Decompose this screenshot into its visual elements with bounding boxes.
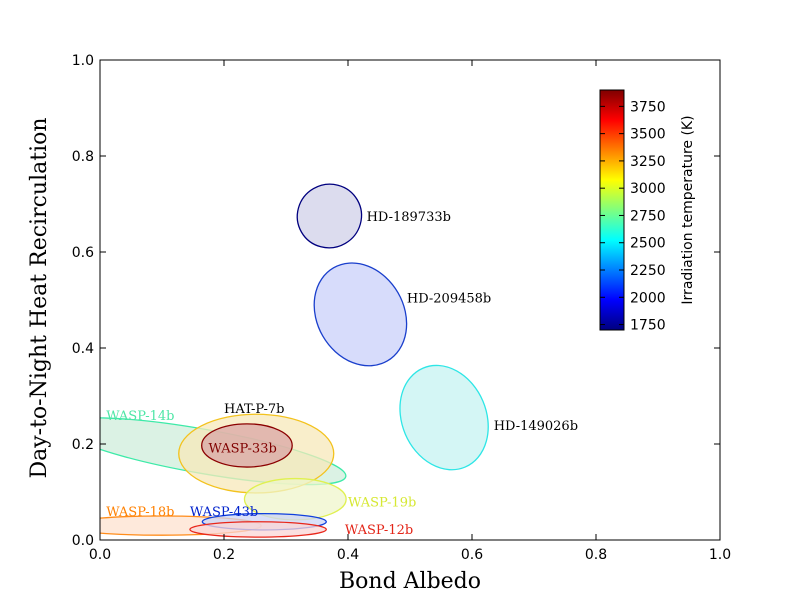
colorbar-ticks: 1750 2000 2250 2500 2750 3000 3250 3500 3750 — [600, 99, 666, 334]
colorbar-tick-label: 2000 — [630, 290, 666, 306]
colorbar-tick-label: 2500 — [630, 236, 666, 252]
y-tick-label: 0.2 — [72, 437, 94, 453]
label-wasp-19b: WASP-19b — [348, 496, 416, 511]
label-hd-189733b: HD-189733b — [367, 210, 451, 225]
x-tick-label: 0.6 — [461, 547, 483, 563]
label-wasp-18b: WASP-18b — [106, 505, 174, 520]
colorbar-tick-label: 3750 — [630, 99, 666, 115]
y-tick-label: 0.0 — [72, 533, 94, 549]
y-tick-label: 0.4 — [72, 341, 94, 357]
ellipse-hd-149026b — [399, 364, 489, 471]
ellipse-wasp-33b — [201, 423, 293, 468]
label-hd-209458b: HD-209458b — [407, 292, 491, 307]
colorbar: 1750 2000 2250 2500 2750 3000 3250 3500 3750 Irr… — [599, 89, 696, 334]
ellipse-hd-209458b — [313, 262, 408, 367]
uncertainty-ellipses — [100, 183, 489, 538]
colorbar-tick-label: 3250 — [630, 154, 666, 170]
colorbar-tick-label: 3000 — [630, 181, 666, 197]
label-hat-p-7b: HAT-P-7b — [224, 402, 284, 417]
plot-frame — [99, 59, 721, 541]
label-wasp-14b: WASP-14b — [106, 409, 174, 424]
x-tick-label: 0.2 — [213, 547, 235, 563]
y-tick-label: 0.8 — [72, 149, 94, 165]
label-wasp-33b: WASP-33b — [209, 441, 277, 456]
y-tick-label: 1.0 — [72, 53, 94, 69]
x-tick-label: 1.0 — [709, 547, 731, 563]
x-tick-label: 0.0 — [89, 547, 111, 563]
label-wasp-12b: WASP-12b — [345, 523, 413, 538]
y-tick-label: 0.6 — [72, 245, 94, 261]
ellipse-wasp-12b — [189, 521, 327, 538]
y-axis-title: Day-to-Night Heat Recirculation — [27, 117, 52, 478]
colorbar-label: Irradiation temperature (K) — [680, 115, 696, 304]
colorbar-bar — [599, 89, 625, 331]
x-axis-title: Bond Albedo — [339, 569, 481, 594]
colorbar-tick-label: 1750 — [630, 318, 666, 334]
x-tick-label: 0.8 — [585, 547, 607, 563]
label-wasp-43b: WASP-43b — [190, 505, 258, 520]
colorbar-tick-label: 2750 — [630, 208, 666, 224]
colorbar-tick-label: 3500 — [630, 127, 666, 143]
planet-labels: HD-189733b HD-209458b HD-149026b WASP-14b HA… — [106, 210, 578, 538]
ellipse-hd-189733b — [296, 183, 363, 249]
x-axis-ticks: 0.0 0.2 0.4 0.6 0.8 1.0 — [89, 60, 731, 563]
colorbar-tick-label: 2250 — [630, 263, 666, 279]
x-tick-label: 0.4 — [337, 547, 359, 563]
label-hd-149026b: HD-149026b — [494, 419, 578, 434]
y-axis-ticks: 0.0 0.2 0.4 0.6 0.8 1.0 — [72, 53, 720, 549]
